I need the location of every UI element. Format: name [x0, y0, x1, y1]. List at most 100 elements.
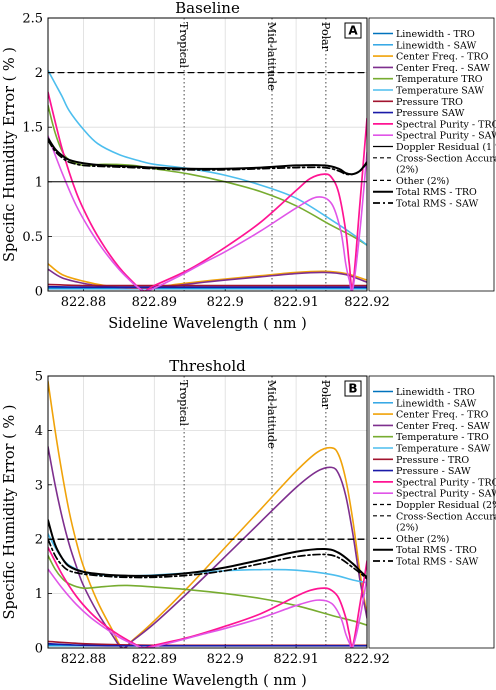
region-label: Mid-latitude: [265, 22, 278, 91]
legend-entry: Spectral Purity - TRO: [396, 119, 496, 130]
legend-entry: Spectral Purity - SAW: [396, 131, 496, 142]
legend-entry: Pressure SAW: [396, 108, 465, 119]
x-tick-label: 822.9: [207, 652, 244, 667]
legend-entry: Linewidth - TRO: [396, 29, 475, 40]
series-line-8: [48, 642, 367, 647]
series-line-14: [48, 137, 367, 176]
legend-entry: Center Freq. - TRO: [396, 52, 489, 63]
legend-entry-line: (2%): [396, 165, 418, 176]
x-tick-label: 822.88: [61, 652, 107, 667]
panel-label: B: [348, 382, 357, 396]
grid: [48, 17, 368, 292]
legend-entry: Pressure - TRO: [396, 455, 469, 466]
legend-entry: Center Freq. - TRO: [396, 410, 489, 421]
y-tick-label: 2.5: [22, 12, 43, 27]
legend-entry-line: Cross-Section Accuracy: [396, 511, 496, 522]
y-tick-label: 0: [35, 642, 43, 657]
y-tick-label: 1.5: [22, 121, 43, 136]
y-tick-label: 3: [35, 478, 43, 493]
x-tick-label: 822.88: [61, 295, 107, 310]
panel-label-box: [344, 22, 362, 39]
region-label: Tropical: [177, 380, 190, 426]
x-tick-label: 822.92: [344, 652, 390, 667]
series-group: [48, 69, 367, 291]
x-tick-label: 822.92: [344, 295, 390, 310]
panel-label: A: [348, 24, 358, 38]
series-line-5: [48, 554, 367, 626]
y-tick-label: 1: [35, 175, 43, 190]
series-line-4: [48, 268, 367, 289]
y-tick-label: 2: [35, 66, 43, 81]
legend-entry: Other (2%): [396, 176, 449, 187]
series-line-10: [48, 568, 367, 648]
series-line-15: [48, 139, 367, 176]
legend-entry: Doppler Residual (2%): [396, 500, 496, 511]
chart-title: Baseline: [175, 0, 240, 17]
legend-entry: Doppler Residual (1 %): [396, 142, 496, 153]
chart-panel-1: Baseline 822.88 822.89 822.9 822.91 822.92 0 0.…: [2, 0, 496, 332]
legend-entry: Spectral Purity - SAW: [396, 489, 496, 500]
legend-entry: Pressure TRO: [396, 97, 463, 108]
legend-entry: Linewidth - SAW: [396, 40, 477, 51]
grid: [48, 375, 368, 649]
legend-entry: Center Freq. - SAW: [396, 63, 490, 74]
y-tick-label: 5: [35, 370, 43, 385]
y-tick-label: 0.5: [22, 230, 43, 245]
legend-entry: Pressure - SAW: [396, 466, 471, 477]
panel-label-box: [344, 380, 362, 397]
x-axis-label: Sideline Wavelength ( nm ): [108, 316, 307, 332]
series-group: [48, 380, 367, 648]
chart-panel-2: Threshold 822.88 822.89 822.9 822.91 822.92 0 1…: [2, 357, 496, 689]
y-tick-label: 4: [35, 424, 43, 439]
legend-entry: Other (2%): [396, 534, 449, 545]
legend-entry-line: Cross-Section Accuracy: [396, 153, 496, 164]
y-tick-label: 2: [35, 533, 43, 548]
x-axis-label: Sideline Wavelength ( nm ): [108, 673, 307, 689]
legend-entry: Spectral Purity - TRO: [396, 477, 496, 488]
y-axis-label: Specific Humidity Error ( % ): [2, 47, 18, 262]
x-tick-label: 822.89: [132, 652, 178, 667]
legend-entry: Total RMS - TRO: [396, 187, 477, 198]
region-label: Mid-latitude: [265, 380, 278, 449]
series-line-7: [48, 283, 367, 287]
region-label: Tropical: [177, 22, 190, 68]
series-line-7: [48, 640, 367, 647]
series-line-4: [48, 445, 367, 648]
legend-frame: [368, 17, 495, 292]
series-line-9: [48, 546, 367, 648]
legend-entry-line: (2%): [396, 523, 418, 534]
legend-entry: Linewidth - TRO: [396, 387, 475, 398]
plot-frame: [47, 375, 368, 649]
x-tick-label: 822.91: [273, 295, 319, 310]
legend-entry: Cross-Section Accuracy(2%): [396, 153, 496, 175]
legend-entry: Linewidth - SAW: [396, 398, 477, 409]
series-line-3: [48, 262, 367, 289]
legend-entry: Cross-Section Accuracy(2%): [396, 511, 496, 533]
series-line-14: [48, 519, 367, 579]
x-tick-label: 822.91: [273, 652, 319, 667]
chart-title: Threshold: [169, 357, 246, 375]
region-label: Polar: [319, 22, 332, 52]
legend-entry: Temperature TRO: [396, 74, 483, 85]
series-line-3: [48, 380, 367, 648]
series-line-15: [48, 538, 367, 580]
x-tick-label: 822.89: [132, 295, 178, 310]
y-tick-label: 1: [35, 587, 43, 602]
region-label: Polar: [319, 380, 332, 410]
series-line-10: [48, 135, 367, 291]
x-tick-label: 822.9: [207, 295, 244, 310]
plot-frame: [47, 17, 368, 292]
legend-entry: Total RMS - SAW: [396, 557, 478, 568]
legend-entry: Temperature SAW: [396, 86, 484, 97]
legend-frame: [368, 375, 495, 649]
series-line-8: [48, 285, 367, 289]
legend-entry: Center Freq. - SAW: [396, 421, 490, 432]
legend-entry: Temperature - TRO: [396, 432, 489, 443]
legend-entry: Temperature - SAW: [396, 444, 490, 455]
series-line-6: [48, 69, 367, 246]
legend-entry: Total RMS - SAW: [396, 199, 478, 210]
series-line-9: [48, 91, 367, 291]
